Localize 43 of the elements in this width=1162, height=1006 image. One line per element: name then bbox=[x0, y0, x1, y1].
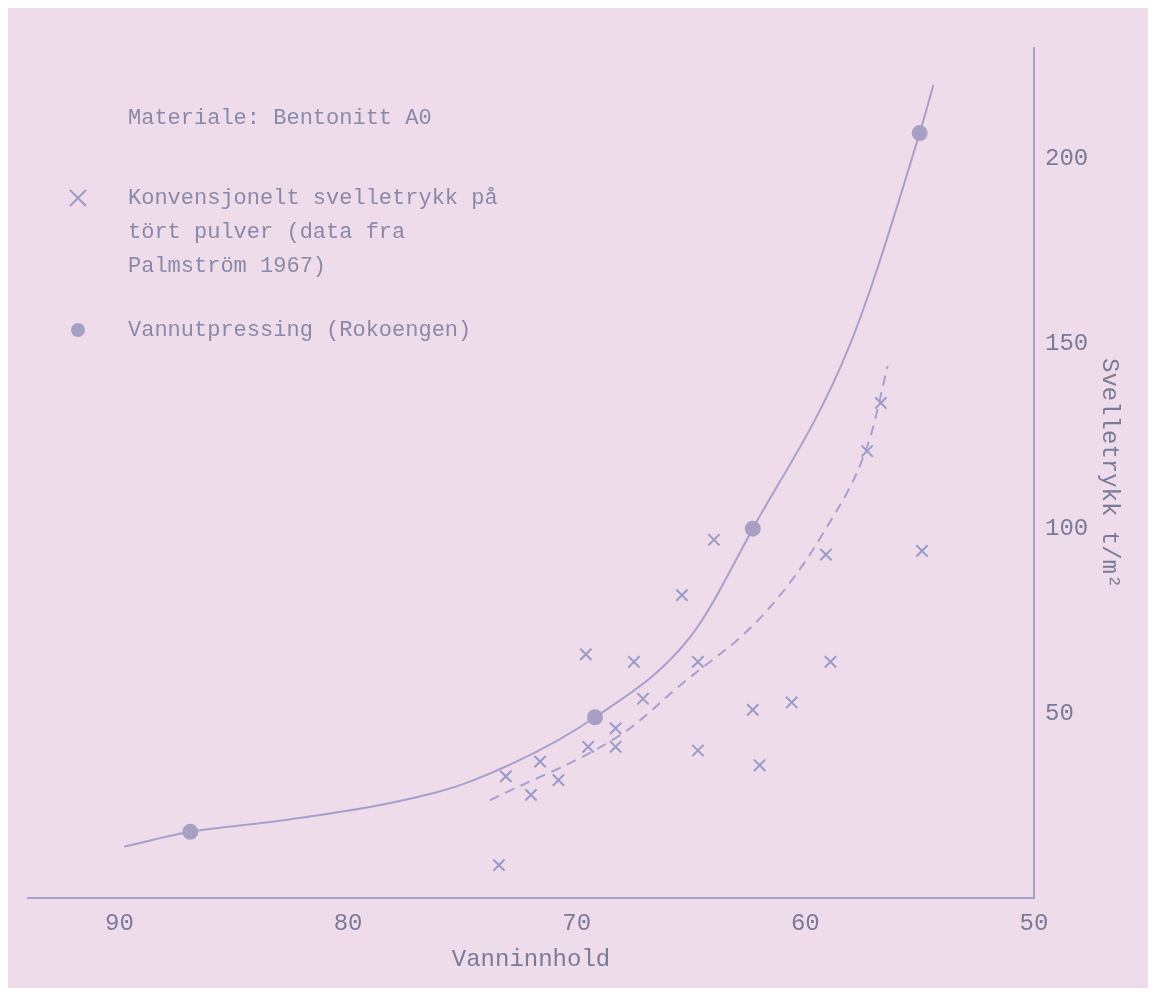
point bbox=[581, 740, 595, 754]
line-series bbox=[488, 364, 889, 802]
point bbox=[707, 533, 721, 547]
point bbox=[675, 588, 689, 602]
point bbox=[784, 695, 799, 710]
point bbox=[823, 655, 838, 669]
point bbox=[627, 655, 641, 669]
point bbox=[746, 703, 760, 717]
point bbox=[819, 547, 833, 562]
text: Materiale: Bentonitt A0 bbox=[128, 105, 432, 131]
point bbox=[911, 125, 928, 142]
y-tick-label: 200 bbox=[1044, 145, 1089, 173]
point bbox=[587, 709, 604, 726]
point bbox=[533, 754, 547, 769]
point bbox=[915, 544, 929, 558]
y-tick-label: 50 bbox=[1044, 699, 1074, 727]
x-tick-label: 80 bbox=[333, 910, 363, 938]
point bbox=[874, 396, 888, 410]
point bbox=[860, 444, 874, 458]
point bbox=[752, 758, 767, 772]
point bbox=[744, 520, 761, 537]
point bbox=[691, 743, 705, 758]
x-tick-label: 50 bbox=[1019, 910, 1049, 938]
x-tick-label: 70 bbox=[562, 910, 592, 938]
y-tick-label: 100 bbox=[1044, 515, 1089, 543]
point bbox=[608, 721, 623, 735]
legend-label: Vannutpressing (Rokoengen) bbox=[128, 317, 472, 343]
y-tick-label: 150 bbox=[1044, 330, 1089, 358]
x-axis-title: Vanninnhold bbox=[451, 945, 611, 973]
point bbox=[691, 655, 705, 669]
point bbox=[636, 692, 650, 706]
legend-label: Konvensjonelt svelletrykk på tört pulver (data fra Palmström 1967) bbox=[128, 185, 498, 279]
point bbox=[524, 788, 538, 802]
x-tick-label: 60 bbox=[790, 910, 820, 938]
point bbox=[551, 773, 566, 787]
point bbox=[579, 647, 593, 662]
point bbox=[608, 740, 623, 754]
point bbox=[492, 858, 506, 872]
y-axis-title: Svelletrykk t/m² bbox=[1096, 357, 1124, 589]
point bbox=[499, 769, 513, 784]
line-series bbox=[123, 83, 935, 848]
point bbox=[182, 823, 199, 840]
x-tick-label: 90 bbox=[105, 910, 134, 938]
